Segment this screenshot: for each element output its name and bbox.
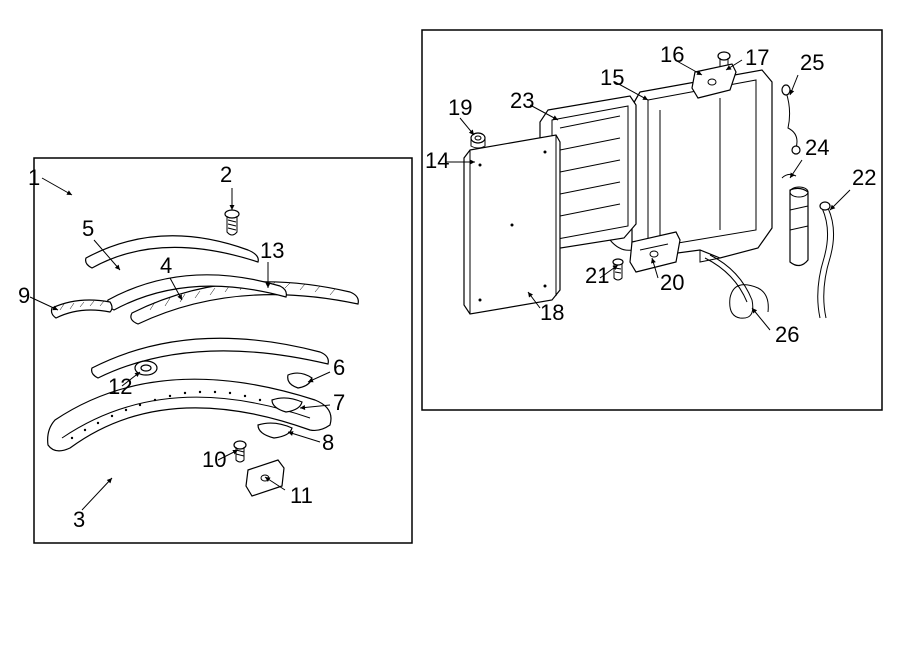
callout-number-23: 23: [510, 88, 534, 113]
callout-number-24: 24: [805, 135, 829, 160]
callout-arrow-21: [612, 265, 618, 270]
part-3-valance: [48, 379, 331, 451]
callout-number-16: 16: [660, 42, 684, 67]
callout-number-18: 18: [540, 300, 564, 325]
callout-number-21: 21: [585, 263, 609, 288]
callout-arrow-12: [135, 372, 140, 377]
part-26-hose: [705, 255, 768, 318]
callout-number-4: 4: [160, 253, 172, 278]
callout-line-1: [42, 178, 72, 195]
part-11-bracket: [246, 460, 284, 496]
callout-number-1: 1: [28, 165, 40, 190]
callout-number-11: 11: [290, 483, 313, 508]
callout-line-3: [82, 478, 112, 510]
part-lower-strip: [92, 338, 329, 378]
callout-line-8: [288, 432, 320, 442]
part-19-nut: [471, 133, 485, 148]
callout-number-12: 12: [108, 374, 132, 399]
callout-number-15: 15: [600, 65, 624, 90]
callout-number-6: 6: [333, 355, 345, 380]
part-18-panel: [464, 135, 560, 314]
callout-arrow-2: [230, 205, 235, 210]
callout-number-7: 7: [333, 390, 345, 415]
callout-number-14: 14: [425, 148, 449, 173]
part-24-canister: [782, 174, 808, 265]
callout-number-22: 22: [852, 165, 876, 190]
callout-number-19: 19: [448, 95, 472, 120]
part-21-screw: [613, 259, 623, 280]
callout-number-8: 8: [322, 430, 334, 455]
callout-arrow-24: [790, 172, 795, 178]
callout-number-17: 17: [745, 45, 769, 70]
part-15-housing: [632, 70, 772, 262]
callout-number-5: 5: [82, 216, 94, 241]
part-9-reinforcement: [52, 300, 113, 318]
part-2-screw: [225, 210, 239, 235]
part-25-sensor: [782, 85, 800, 154]
callout-number-3: 3: [73, 507, 85, 532]
callout-number-20: 20: [660, 270, 684, 295]
callout-number-10: 10: [202, 447, 226, 472]
part-8-clip: [258, 423, 292, 438]
part-22-hose: [818, 202, 834, 318]
callout-number-2: 2: [220, 162, 232, 187]
callout-number-13: 13: [260, 238, 284, 263]
part-6-clip: [288, 373, 312, 388]
parts-diagram: 1234567891011121314151617181920212223242…: [0, 0, 900, 661]
callout-number-26: 26: [775, 322, 799, 347]
callout-number-9: 9: [18, 283, 30, 308]
callout-number-25: 25: [800, 50, 824, 75]
